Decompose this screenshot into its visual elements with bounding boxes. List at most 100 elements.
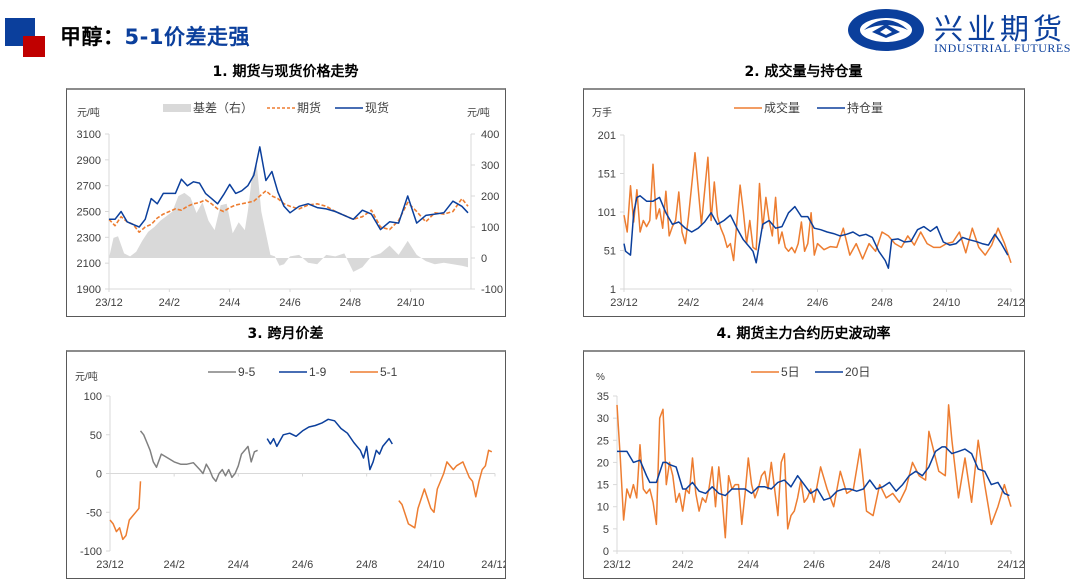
y-tick-label: 51 (604, 246, 616, 258)
y-tick-label: 2100 (77, 258, 101, 270)
y-right-tick-label: 100 (481, 222, 499, 234)
x-tick-label: 24/2 (678, 297, 699, 309)
y-right-tick-label: -100 (481, 284, 503, 296)
y-tick-label: 20 (597, 457, 609, 469)
chart4-plot: 35 30 25 20 15 10 5 023/12 24/2 24/4 24/6 24/8 24/10… (596, 365, 1024, 571)
legend-label: 成交量 (764, 100, 800, 115)
x-tick-label: 24/6 (807, 297, 828, 309)
chart2-plot: 201 151 101 51 123/12 24/2 24/4 24/6 24/8 24/10 24… (592, 100, 1024, 309)
y-right-tick-label: 0 (481, 253, 487, 265)
chart1-title: 1. 期货与现货价格走势 (212, 64, 359, 80)
svg4-axes: 35 30 25 20 15 10 5 023/12 24/2 24/4 24/6 24/8 24/10… (597, 391, 1024, 571)
x-tick-label: 24/6 (292, 559, 313, 571)
chart3-frame: 100 50 0 -50 -100 23/12 24/2 24/4 24/6 24/8 24/10 2… (66, 350, 506, 579)
legend-label: 1-9 (309, 365, 327, 379)
y-tick-label: 30 (597, 413, 609, 425)
y-tick-label: 10 (597, 502, 609, 514)
x-tick-label: 24/12 (481, 559, 505, 571)
legend: 9-5 1-9 5-1 (208, 365, 398, 379)
y-right-tick-label: 400 (481, 129, 499, 141)
page-title-main: 5-1价差走强 (124, 25, 250, 49)
x-tick-label: 24/2 (672, 559, 693, 571)
legend-label: 现货 (365, 100, 389, 115)
y-tick-label: 2900 (77, 155, 101, 167)
y-tick-label: 101 (598, 207, 616, 219)
y-tick-label: -100 (80, 546, 102, 558)
series-line (109, 146, 469, 231)
x-tick-label: 24/4 (738, 559, 759, 571)
legend: 5日 20日 (751, 365, 870, 379)
y-tick-label: 0 (96, 469, 102, 481)
y-unit-label: % (596, 372, 605, 383)
legend-label: 5-1 (380, 365, 398, 379)
x-tick-label: 24/4 (219, 297, 240, 309)
y-tick-label: 3100 (77, 129, 101, 141)
company-logo-emblem-icon (848, 9, 924, 51)
y-tick-label: 2300 (77, 232, 101, 244)
y-tick-label: 5 (603, 524, 609, 536)
series-line (139, 430, 258, 483)
x-tick-label: 24/8 (869, 559, 890, 571)
x-tick-label: 23/12 (96, 559, 124, 571)
x-tick-label: 23/12 (95, 297, 123, 309)
y-tick-label: 25 (597, 435, 609, 447)
company-name-cn: 兴业期货 (934, 12, 1067, 46)
y-right-unit-label: 元/吨 (467, 106, 490, 119)
y-tick-label: 15 (597, 480, 609, 492)
page-title-prefix: 甲醇： (60, 25, 125, 49)
y-tick-label: 201 (598, 130, 616, 142)
x-tick-label: 24/10 (933, 297, 961, 309)
legend-label: 20日 (845, 365, 870, 379)
x-tick-label: 24/10 (932, 559, 960, 571)
chart4-frame: 35 30 25 20 15 10 5 0 23/12 24/2 24/4 24/6 24/8 24/10… (583, 350, 1025, 579)
y-tick-label: 35 (597, 391, 609, 403)
series-line (623, 195, 1009, 269)
x-tick-label: 24/10 (397, 297, 425, 309)
x-tick-label: 24/4 (228, 559, 249, 571)
chart2-title: 2. 成交量与持仓量 (744, 64, 863, 80)
y-right-tick-label: 300 (481, 160, 499, 172)
x-tick-label: 24/2 (159, 297, 180, 309)
header-logo-square-red (23, 36, 45, 57)
series-line (108, 190, 469, 233)
y-tick-label: 100 (84, 391, 102, 403)
legend-label: 5日 (781, 365, 800, 379)
y-tick-label: 50 (90, 430, 102, 442)
chart1-plot: 3100 2900 2700 2500 2300 2100 1900 400 300 200 100… (77, 100, 504, 309)
legend: 成交量 持仓量 (734, 100, 883, 115)
legend-label: 持仓量 (847, 100, 883, 115)
y-unit-label: 元/吨 (77, 106, 100, 119)
y-tick-label: 1 (610, 284, 616, 296)
x-tick-label: 23/12 (610, 297, 638, 309)
series-line (617, 446, 1010, 501)
y-unit-label: 万手 (592, 106, 612, 119)
company-logo: 兴业期货 INDUSTRIAL FUTURES (846, 6, 1076, 56)
x-tick-label: 24/10 (417, 559, 445, 571)
y-unit-label: 元/吨 (75, 370, 98, 383)
series-line (398, 449, 493, 529)
x-tick-label: 24/8 (871, 297, 892, 309)
series-line (623, 151, 1012, 264)
series-line (109, 481, 142, 541)
y-tick-label: 151 (598, 169, 616, 181)
svg2-axes: 201 151 101 51 123/12 24/2 24/4 24/6 24/8 24/10 24… (598, 130, 1024, 309)
x-tick-label: 24/4 (742, 297, 763, 309)
legend: 基差（右） 期货 现货 (163, 100, 389, 115)
y-tick-label: 0 (603, 546, 609, 558)
y-right-tick-label: 200 (481, 191, 499, 203)
company-name-en: INDUSTRIAL FUTURES (934, 41, 1071, 55)
x-tick-label: 24/12 (997, 559, 1024, 571)
series-line (616, 404, 1012, 539)
y-tick-label: 2500 (77, 207, 101, 219)
series-area (109, 165, 468, 272)
series-line (266, 418, 393, 471)
y-tick-label: -50 (86, 507, 102, 519)
y-tick-label: 1900 (77, 284, 101, 296)
legend-label: 基差（右） (193, 100, 253, 115)
page-title: 甲醇：5-1价差走强 (60, 21, 250, 51)
x-tick-label: 24/12 (997, 297, 1024, 309)
chart2-frame: 201 151 101 51 1 23/12 24/2 24/4 24/6 24/8 24/10 24… (583, 88, 1025, 317)
y-tick-label: 2700 (77, 181, 101, 193)
